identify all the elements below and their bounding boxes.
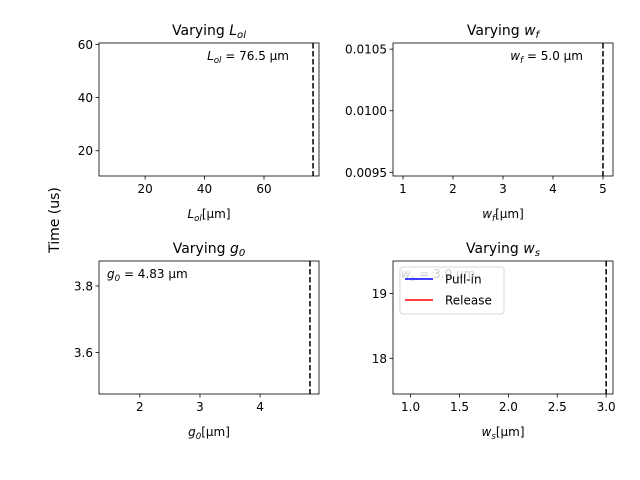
x-tick-label: 20	[137, 182, 152, 196]
legend-entry-label: Pull-in	[445, 273, 482, 287]
y-tick-label: 19	[372, 287, 387, 301]
y-tick-label: 0.0100	[345, 104, 387, 118]
x-tick-label: 40	[197, 182, 212, 196]
subplot-title: Varying Lol	[172, 23, 246, 41]
x-tick-label: 4	[549, 182, 557, 196]
x-tick-label: 2	[136, 400, 144, 414]
y-tick-label: 0.0095	[345, 166, 387, 180]
x-axis-label: wf[μm]	[482, 207, 524, 224]
x-tick-label: 4	[256, 400, 264, 414]
subplot-3: 2 3 4 3.6 3.8 g0 = 4.83 μm Varying g0 g0[μm]	[74, 241, 320, 442]
vline-annotation: g0 = 4.83 μm	[107, 267, 188, 284]
x-tick-label: 3.0	[597, 400, 616, 414]
y-tick-label: 3.8	[74, 279, 93, 293]
y-tick-label: 18	[372, 352, 387, 366]
legend-entry-label: Release	[445, 294, 492, 308]
x-tick-label: 2.5	[548, 400, 567, 414]
vline-annotation: Lol = 76.5 μm	[207, 49, 289, 66]
x-tick-label: 3	[196, 400, 204, 414]
axes-frame	[98, 42, 320, 177]
legend: Pull-in Release	[399, 266, 505, 315]
axes-frame	[98, 260, 320, 395]
panels: 20 40 60 20 40 60 Lol = 76.5 μm Varying Lol Lol[…	[74, 23, 616, 442]
x-tick-label: 60	[256, 182, 271, 196]
x-tick-label: 1	[399, 182, 407, 196]
x-tick-label: 3	[499, 182, 507, 196]
y-tick-label: 0.0105	[345, 43, 387, 57]
x-tick-label: 1.0	[401, 400, 420, 414]
subplot-title: Varying wf	[467, 23, 541, 41]
subplot-title: Varying g0	[173, 241, 246, 259]
x-tick-label: 2.0	[499, 400, 518, 414]
x-tick-label: 1.5	[450, 400, 469, 414]
y-tick-label: 3.6	[74, 346, 93, 360]
y-tick-label: 20	[78, 144, 93, 158]
y-tick-label: 40	[78, 91, 93, 105]
subplot-1: 20 40 60 20 40 60 Lol = 76.5 μm Varying Lol Lol[…	[78, 23, 320, 224]
vline-annotation: wf = 5.0 μm	[510, 49, 583, 66]
axes-frame	[392, 260, 614, 395]
x-axis-label: g0[μm]	[188, 425, 230, 442]
figure-ylabel: Time (us)	[47, 187, 63, 254]
subplot-2: 1 2 3 4 5 0.0095 0.0100 0.0105 wf = 5.0 μm Varyin…	[345, 23, 614, 224]
x-axis-label: ws[μm]	[481, 425, 524, 442]
x-axis-label: Lol[μm]	[187, 207, 230, 224]
x-tick-label: 2	[449, 182, 457, 196]
subplot-title: Varying ws	[466, 241, 541, 259]
x-tick-label: 5	[599, 182, 607, 196]
y-tick-label: 60	[78, 38, 93, 52]
